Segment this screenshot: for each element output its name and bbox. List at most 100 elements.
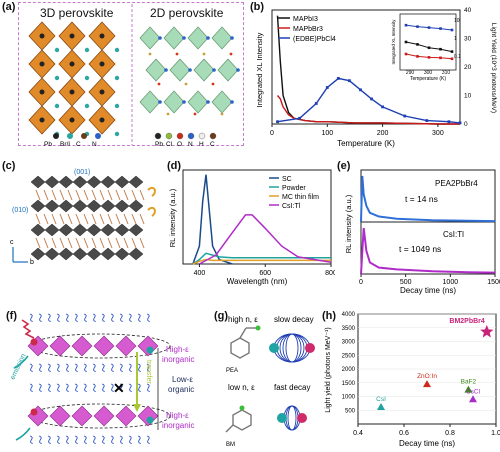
octahedron (49, 405, 71, 427)
inset-point (404, 52, 408, 56)
organic-spacer-wave (146, 383, 150, 392)
halide-atom (114, 131, 120, 137)
inorganic-octahedron (72, 199, 88, 213)
organic-spacer-wave (29, 313, 33, 322)
h-ytick-label: 1500 (342, 381, 356, 387)
legend-dot (187, 132, 195, 140)
b-xtick-label: 0 (270, 130, 274, 137)
g-top-mol: PEA (226, 368, 238, 374)
inorganic-octahedron (86, 199, 102, 213)
legend-2d-label: O (177, 141, 182, 148)
cl-atom (188, 68, 192, 72)
b-ylabel-right: Light Yield (10^3 photons/MeV) (490, 23, 497, 113)
cl-atom (182, 36, 186, 40)
b-ytick-right-label: 30 (464, 36, 472, 43)
scatter-point-star (480, 324, 494, 338)
pbcl6-octahedron (139, 90, 161, 114)
organic-spacer-wave (38, 383, 42, 392)
organic-spacer-wave (29, 363, 33, 372)
panel-g: (g) high n, ε slow decay PEA low n, ε fa… (212, 300, 320, 452)
organic-spacer-wave (74, 435, 78, 444)
b-ytick-right-label: 40 (464, 7, 472, 14)
octahedron (71, 335, 93, 357)
b-xtick-label: 300 (432, 130, 444, 137)
scatter-point-label: ZnO:In (417, 373, 437, 380)
data-point (447, 120, 451, 124)
h-ytick-label: 1000 (342, 395, 356, 401)
octahedron (115, 405, 137, 427)
legend-3d-label: Pb (44, 141, 52, 148)
inset-point (416, 25, 419, 28)
inorganic-octahedron (58, 223, 74, 237)
inorganic-octahedron (30, 175, 46, 189)
organic-spacer-wave (83, 363, 87, 372)
fast-decay-orbital-icon (277, 405, 307, 431)
organic-spacer-wave (92, 383, 96, 392)
pb-atom (69, 61, 75, 67)
inset-point (427, 56, 431, 59)
spectrum-line (199, 214, 332, 265)
octahedron (49, 335, 71, 357)
organic-chain (75, 213, 81, 225)
orbital-ring (276, 333, 308, 363)
scatter-point-label: CsCl (466, 388, 481, 395)
pbcl6-octahedron (187, 26, 209, 50)
c-label-001: (001) (74, 169, 90, 176)
organic-chain (83, 189, 89, 201)
legend-dot (67, 133, 73, 139)
halide-atom (114, 103, 120, 109)
electron-icon (30, 408, 38, 416)
organic-spacer-wave (65, 363, 69, 372)
data-point (276, 120, 279, 124)
organic-chain (139, 213, 145, 225)
pb-atom (99, 61, 105, 67)
organic-atom (202, 52, 206, 56)
data-point (403, 114, 407, 118)
organic-atom (193, 112, 197, 116)
cl-atom (158, 36, 162, 40)
organic-spacer-wave (65, 435, 69, 444)
inorganic-octahedron (72, 247, 88, 261)
organic-atom (166, 112, 170, 116)
inset-point (450, 57, 454, 61)
organic-spacer-wave (119, 363, 123, 372)
legend-2d-label: Pb (155, 141, 163, 148)
e-xtick-label: 500 (400, 279, 412, 286)
inorganic-octahedron (58, 199, 74, 213)
h-xtick-label: 0.6 (399, 430, 409, 437)
pb-atom (99, 89, 105, 95)
b-ytick-right-label: 10 (464, 93, 472, 100)
organic-chain (99, 213, 105, 225)
b-legend-label: MAPbBr3 (293, 26, 323, 33)
organic-spacer-wave (119, 383, 123, 392)
e-top-label: PEA2PbBr4 (435, 179, 478, 188)
organic-spacer-wave (38, 313, 42, 322)
h-ytick-label: 3000 (342, 340, 356, 346)
organic-atom (157, 82, 161, 86)
organic-chain (139, 189, 145, 201)
d-legend-label: SC (282, 176, 292, 183)
organic-chain (59, 213, 65, 225)
organic-chain (107, 237, 113, 249)
octahedron (27, 405, 49, 427)
pbcl6-octahedron (163, 26, 185, 50)
e-bottom-label: CsI:Tl (443, 230, 464, 239)
inorganic-octahedron (100, 175, 116, 189)
2d-perovskite-title: 2D perovskite (150, 6, 224, 20)
organic-spacer-wave (128, 383, 132, 392)
panel-c: (c) (001) (010) c b (0, 152, 165, 287)
e-xtick-label: 1500 (487, 279, 500, 286)
molecule-decay-schematic: high n, ε slow decay PEA low n, ε fast d… (225, 315, 315, 448)
pb-atom (69, 89, 75, 95)
e-xtick-label: 1000 (443, 279, 459, 286)
data-point (359, 88, 362, 92)
cl-atom (164, 68, 168, 72)
cl-atom (212, 68, 216, 72)
xl-temperature-chart: 0 100 200 300 0 10 20 30 40 Temperature (K) Int… (255, 7, 497, 148)
halide-atom (114, 75, 120, 81)
e-top-time: t = 14 ns (405, 194, 438, 204)
hole-icon (269, 343, 279, 353)
d-xtick-label: 600 (259, 270, 271, 277)
legend-2d-label: H (199, 141, 204, 148)
organic-spacer-wave (128, 363, 132, 372)
